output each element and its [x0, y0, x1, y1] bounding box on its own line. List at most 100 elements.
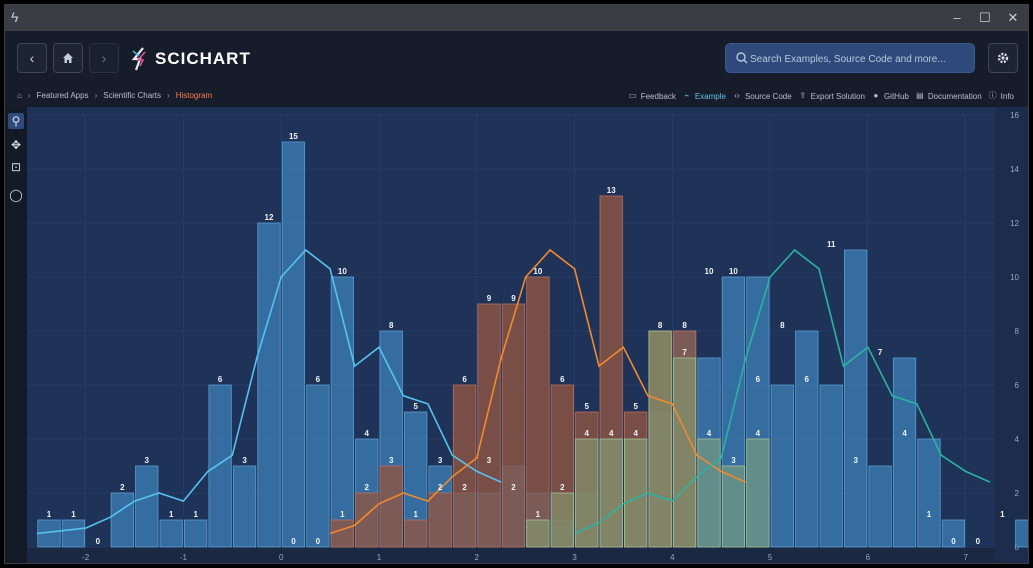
x-tick-label: -2 [82, 553, 90, 562]
app-header: ‹ › SCICHART [5, 31, 1028, 89]
source-code-label: Source Code [744, 91, 792, 101]
search-input[interactable] [750, 50, 970, 68]
x-tick-label: 3 [572, 553, 577, 562]
example-links: ▭ Feedback ⌁ Example ‹› Source Code ⇪ Export… [628, 91, 1014, 101]
histogram-bar-brown [428, 492, 452, 548]
feedback-label: Feedback [640, 91, 676, 101]
x-tick-label: 2 [475, 553, 480, 562]
source-code-link[interactable]: ‹› Source Code [732, 91, 792, 101]
info-link[interactable]: ⓘ Info [988, 91, 1014, 101]
documentation-link[interactable]: ▤ Documentation [915, 91, 982, 101]
breadcrumb-featured-apps[interactable]: Featured Apps [36, 91, 89, 100]
bar-value-label: 13 [607, 186, 616, 195]
histogram-bar-blue [770, 384, 794, 548]
histogram-bar-blue [917, 438, 941, 548]
breadcrumb-scientific-charts[interactable]: Scientific Charts [103, 91, 162, 100]
bar-value-label: 5 [585, 402, 590, 411]
x-tick-label: 1 [377, 553, 382, 562]
histogram-bar-green [550, 492, 574, 548]
zoom-button[interactable]: ⚲ [8, 113, 24, 129]
bar-value-label: 0 [96, 537, 101, 546]
histogram-bar-blue [110, 492, 134, 548]
scichart-app-icon: ϟ [11, 9, 19, 25]
distribution-line-orange [329, 248, 747, 535]
bar-value-label: 2 [365, 483, 370, 492]
histogram-bar-blue [892, 357, 917, 548]
bar-value-label: 3 [438, 456, 443, 465]
export-solution-link[interactable]: ⇪ Export Solution [798, 91, 865, 101]
info-label: Info [1000, 91, 1014, 101]
bar-value-label: 5 [413, 402, 418, 411]
bar-value-label: 11 [827, 240, 836, 249]
zoom-extents-button[interactable]: ⊡ [8, 159, 24, 175]
zoom-extents-icon: ⊡ [10, 160, 22, 174]
bar-value-label: 7 [682, 348, 687, 357]
forward-button[interactable]: › [89, 43, 119, 73]
bar-value-label: 1 [927, 510, 932, 519]
feedback-link[interactable]: ▭ Feedback [628, 91, 676, 101]
bar-value-label: 9 [511, 294, 516, 303]
chart-line-icon: ⌁ [684, 91, 690, 100]
histogram-bar-green [648, 330, 672, 548]
bar-value-label: 2 [438, 483, 443, 492]
back-button[interactable]: ‹ [17, 43, 47, 73]
y-tick-label: 14 [1010, 165, 1019, 174]
bar-value-label: 0 [291, 537, 296, 546]
home-icon [63, 53, 73, 63]
bar-value-label: 4 [756, 429, 761, 438]
bar-value-label: 8 [658, 321, 663, 330]
breadcrumb-histogram: Histogram [175, 91, 213, 100]
breadcrumb: ⌂ › Featured Apps › Scientific Charts › … [17, 91, 212, 100]
histogram-bar-green [599, 438, 623, 548]
histogram-bar-blue [306, 384, 330, 548]
distribution-line-blue [36, 248, 502, 535]
bar-value-label: 10 [729, 267, 738, 276]
maximize-button[interactable]: ☐ [979, 10, 991, 25]
histogram-bar-blue [281, 141, 306, 548]
bar-value-label: 10 [705, 267, 714, 276]
bar-value-label: 10 [338, 267, 347, 276]
histogram-chart[interactable]: 0 2 4 6 8 10 12 14 16 -2 -1 0 1 2 3 4 5 6 7 1 1 0 2 3 1 1 6 3 12 15 6 1… [27, 107, 1029, 564]
bar-value-label: 4 [902, 429, 907, 438]
document-icon: ▤ [916, 91, 924, 100]
bar-value-label: 2 [120, 483, 125, 492]
bar-value-label: 6 [462, 375, 467, 384]
title-bar: ϟ – ☐ ✕ [5, 5, 1028, 31]
pan-button[interactable]: ✥ [8, 137, 24, 153]
home-button[interactable] [53, 43, 83, 73]
close-button[interactable]: ✕ [1007, 10, 1019, 25]
bar-value-label: 6 [218, 375, 223, 384]
github-link[interactable]: ● GitHub [871, 91, 909, 101]
histogram-bar-brown [477, 303, 501, 548]
minimize-button[interactable]: – [953, 10, 961, 25]
bar-value-label: 6 [756, 375, 761, 384]
bar-value-label: 4 [707, 429, 712, 438]
bar-value-label: 6 [316, 375, 321, 384]
y-axis-band [995, 107, 1028, 563]
histogram-bar-blue [159, 519, 183, 548]
home-icon[interactable]: ⌂ [17, 91, 22, 100]
histogram-bar-brown [452, 384, 477, 548]
y-tick-label: 12 [1010, 219, 1019, 228]
bar-value-label: 1 [193, 510, 198, 519]
bar-value-label: 2 [511, 483, 516, 492]
settings-button[interactable] [988, 43, 1018, 73]
bar-value-label: 2 [462, 483, 467, 492]
x-tick-label: 7 [963, 553, 968, 562]
histogram-bar-brown [404, 519, 428, 548]
bar-value-label: 1 [536, 510, 541, 519]
histogram-bar-brown [501, 303, 526, 548]
histogram-bar-green [624, 438, 648, 548]
theme-toggle-button[interactable]: ◯ [8, 187, 24, 203]
bar-value-label: 4 [585, 429, 590, 438]
histogram-bar-blue [232, 465, 257, 548]
example-link[interactable]: ⌁ Example [682, 91, 726, 101]
search-box[interactable] [725, 43, 975, 73]
x-tick-label: 6 [866, 553, 871, 562]
histogram-bar-green [672, 357, 697, 548]
bar-value-label: 3 [389, 456, 394, 465]
ring-icon: ◯ [9, 188, 23, 202]
chevron-right-icon: › [101, 50, 107, 66]
export-icon: ⇪ [799, 91, 807, 100]
